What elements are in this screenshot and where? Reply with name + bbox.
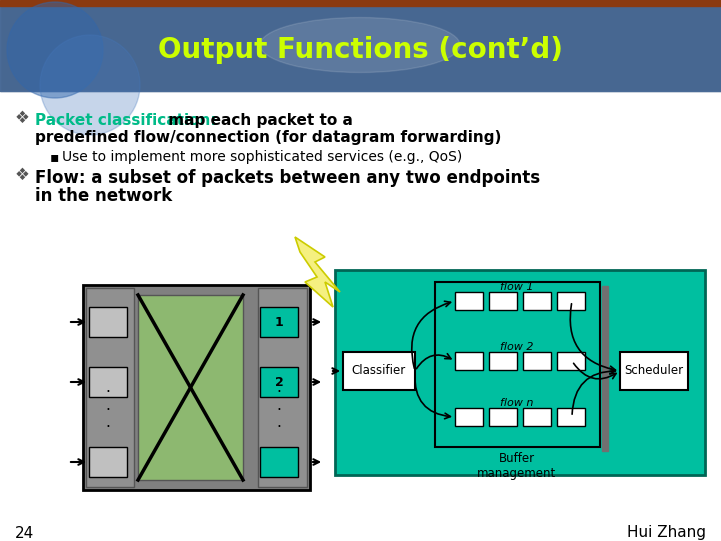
Text: Flow: a subset of packets between any two endpoints: Flow: a subset of packets between any tw… [35, 169, 540, 187]
Bar [489, 292, 517, 310]
Text: in the network: in the network [35, 187, 172, 205]
Circle shape [40, 35, 140, 135]
Bar [0, 6, 721, 91]
Bar [557, 408, 585, 426]
Text: ❖: ❖ [14, 109, 30, 127]
Bar [523, 408, 551, 426]
Bar [89, 447, 127, 477]
Text: Buffer
management: Buffer management [477, 452, 557, 480]
Text: ·
·
·: · · · [105, 385, 110, 435]
Bar [138, 295, 243, 480]
Bar [0, 0, 721, 6]
Text: Scheduler: Scheduler [624, 365, 684, 378]
Bar [557, 292, 585, 310]
Bar [0, 91, 721, 541]
Bar [455, 292, 483, 310]
Bar [489, 352, 517, 370]
Text: Use to implement more sophisticated services (e.g., QoS): Use to implement more sophisticated serv… [62, 150, 462, 164]
Bar [335, 270, 705, 475]
Text: Packet classification:: Packet classification: [35, 113, 216, 128]
Polygon shape [295, 237, 340, 307]
Bar [620, 352, 688, 390]
Text: Hui Zhang: Hui Zhang [627, 525, 706, 540]
Text: Output Functions (cont’d): Output Functions (cont’d) [157, 36, 562, 64]
Text: map each packet to a: map each packet to a [163, 113, 353, 128]
Text: flow 1: flow 1 [500, 282, 534, 292]
Bar [260, 307, 298, 337]
Bar [455, 352, 483, 370]
Text: flow n: flow n [500, 398, 534, 408]
Bar [455, 408, 483, 426]
Text: 24: 24 [15, 525, 35, 540]
Text: ·
·
·: · · · [277, 385, 281, 435]
Bar [260, 367, 298, 397]
Text: ❖: ❖ [14, 166, 30, 184]
Circle shape [7, 2, 103, 98]
Text: Classifier: Classifier [352, 365, 406, 378]
Text: ▪: ▪ [50, 150, 59, 164]
Text: predefined flow/connection (for datagram forwarding): predefined flow/connection (for datagram… [35, 130, 501, 145]
Bar [258, 288, 307, 487]
Bar [557, 352, 585, 370]
Bar [343, 352, 415, 390]
Bar [89, 307, 127, 337]
Bar [435, 282, 600, 447]
Bar [0, 6, 721, 91]
Ellipse shape [260, 17, 460, 72]
Bar [489, 408, 517, 426]
Text: flow 2: flow 2 [500, 342, 534, 352]
Bar [602, 286, 608, 451]
Bar [83, 285, 310, 490]
Bar [89, 367, 127, 397]
Bar [260, 447, 298, 477]
Bar [523, 352, 551, 370]
Bar [523, 292, 551, 310]
Bar [86, 288, 134, 487]
Text: 2: 2 [275, 375, 283, 388]
Text: 1: 1 [275, 315, 283, 328]
